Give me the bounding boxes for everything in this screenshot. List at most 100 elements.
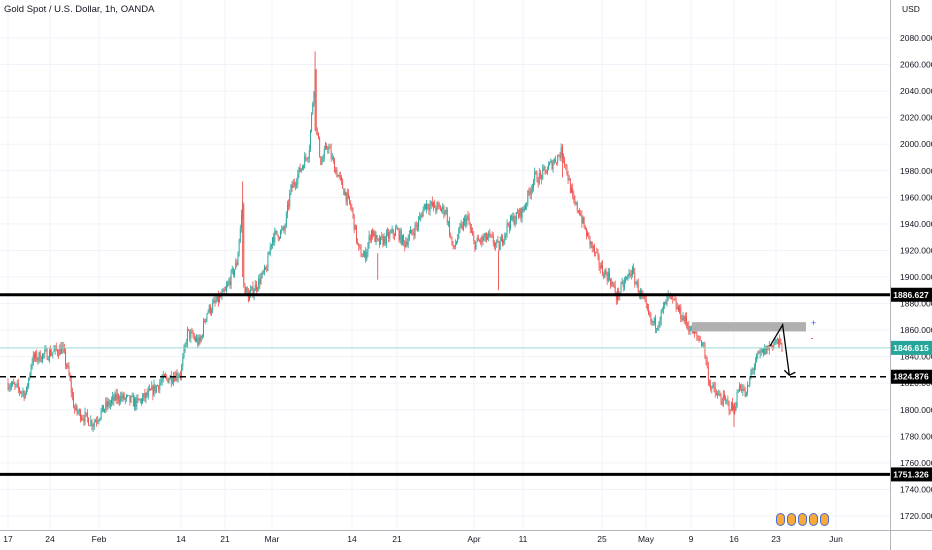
candle-body bbox=[548, 164, 549, 170]
candle-body bbox=[533, 180, 534, 188]
candle-body bbox=[676, 306, 678, 309]
candle-body bbox=[326, 145, 327, 149]
candle-body bbox=[574, 199, 576, 204]
candle-body bbox=[472, 231, 474, 236]
candle-body bbox=[261, 271, 263, 277]
candle-body bbox=[753, 366, 755, 370]
candle-body bbox=[648, 308, 649, 314]
candle-body bbox=[346, 193, 348, 202]
candle-body bbox=[598, 255, 600, 266]
candle-body bbox=[575, 202, 577, 204]
candle-body bbox=[100, 410, 102, 418]
candle-body bbox=[11, 384, 12, 387]
candle-body bbox=[579, 211, 580, 215]
candle-body bbox=[577, 210, 579, 212]
candle-body bbox=[635, 282, 637, 284]
candle-body bbox=[479, 240, 480, 242]
candle-body bbox=[129, 395, 131, 402]
y-tick-label: 1980.000 bbox=[900, 166, 932, 176]
candle-body bbox=[19, 388, 20, 392]
candle-body bbox=[391, 229, 393, 233]
candle-body bbox=[322, 157, 324, 162]
candle-body bbox=[108, 401, 110, 406]
candle-body bbox=[71, 392, 73, 396]
candle-body bbox=[453, 245, 455, 248]
candle-body bbox=[445, 209, 447, 214]
candle-body bbox=[730, 402, 732, 411]
candle-body bbox=[178, 375, 180, 377]
candle-body bbox=[558, 155, 560, 157]
candle-body bbox=[702, 344, 704, 346]
candle-body bbox=[398, 229, 400, 241]
candle-body bbox=[339, 175, 341, 178]
candle-body bbox=[185, 343, 187, 345]
candle-body bbox=[592, 246, 594, 248]
candle-body bbox=[514, 220, 516, 225]
candle-body bbox=[228, 281, 230, 284]
candle-body bbox=[602, 265, 603, 275]
candle-body bbox=[81, 418, 83, 420]
candle-body bbox=[77, 412, 79, 413]
candle-body bbox=[150, 388, 152, 391]
candle-body bbox=[551, 160, 553, 169]
candle-body bbox=[502, 236, 503, 244]
candle-body bbox=[172, 381, 173, 383]
candle-body bbox=[142, 397, 143, 403]
level-price-tag bbox=[891, 369, 932, 384]
candle-body bbox=[174, 376, 176, 382]
price-tags: 1886.627 1824.876 1751.326 1846.615 bbox=[891, 287, 932, 482]
projection-arrowhead bbox=[783, 369, 796, 377]
candle-body bbox=[411, 229, 413, 233]
candle-body bbox=[687, 323, 689, 327]
candle-body bbox=[318, 132, 319, 139]
level-price-tag-text: 1751.326 bbox=[893, 469, 929, 479]
candle-body bbox=[695, 332, 697, 333]
candle-body bbox=[260, 276, 262, 284]
candle-body bbox=[121, 395, 123, 399]
y-tick-label: 1860.000 bbox=[900, 325, 932, 335]
candle-body bbox=[361, 256, 363, 258]
candle-body bbox=[589, 235, 591, 245]
candle-body bbox=[697, 335, 699, 338]
candle-body bbox=[690, 325, 692, 331]
candle-body bbox=[111, 399, 112, 403]
candle-body bbox=[701, 340, 702, 346]
candle-body bbox=[776, 338, 778, 340]
candle-body bbox=[251, 286, 253, 290]
candle-body bbox=[35, 352, 37, 359]
candle-body bbox=[603, 274, 605, 278]
candle-body bbox=[651, 321, 653, 322]
logo-icon[interactable] bbox=[776, 513, 829, 526]
candle-body bbox=[407, 239, 409, 245]
candle-body bbox=[728, 401, 730, 411]
candle-body bbox=[206, 313, 208, 319]
candle-body bbox=[387, 232, 388, 233]
candle-body bbox=[189, 329, 191, 339]
candle-body bbox=[230, 270, 232, 286]
candle-body bbox=[594, 246, 595, 253]
candle-body bbox=[434, 202, 436, 209]
candle-body bbox=[124, 398, 126, 400]
candle-body bbox=[757, 352, 759, 355]
candle-body bbox=[433, 202, 434, 207]
candle-body bbox=[771, 344, 773, 346]
candle-body bbox=[525, 205, 526, 210]
candle-body bbox=[277, 234, 279, 239]
candle-body bbox=[588, 232, 590, 236]
candle-body bbox=[73, 395, 74, 408]
candle-body bbox=[293, 182, 295, 185]
candle-body bbox=[711, 386, 713, 390]
x-tick-label: 17 bbox=[3, 534, 13, 544]
candle-body bbox=[682, 316, 684, 321]
candle-body bbox=[329, 147, 331, 149]
candle-body bbox=[385, 232, 387, 244]
candle-body bbox=[507, 223, 509, 226]
candle-body bbox=[421, 215, 423, 217]
candle-body bbox=[458, 228, 460, 238]
candle-body bbox=[204, 321, 206, 323]
candle-body bbox=[300, 168, 302, 172]
logo-circle-1 bbox=[776, 513, 785, 526]
candle-body bbox=[590, 242, 592, 245]
candle-body bbox=[353, 214, 355, 230]
